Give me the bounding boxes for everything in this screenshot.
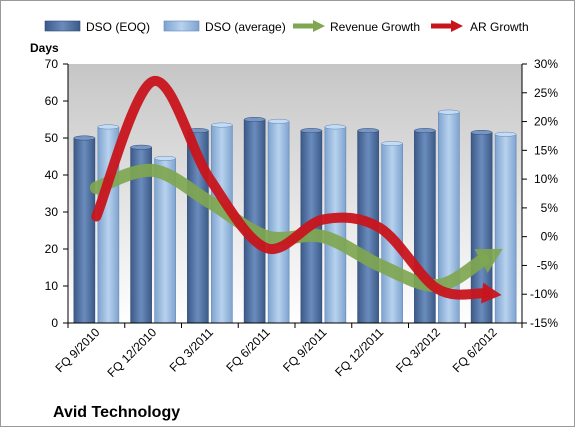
y-tick-label: 20 — [45, 242, 59, 256]
y2-tick-label: -10% — [530, 287, 558, 301]
y-tick-label: 60 — [45, 94, 59, 108]
x-tick-label: FQ 6/2011 — [223, 325, 273, 375]
y2-tick-label: 10% — [534, 172, 558, 186]
left-axis-ticks: 0 10 20 30 40 50 60 70 — [45, 57, 68, 330]
legend-label-dso-eoq: DSO (EOQ) — [86, 20, 150, 34]
legend-label-revenue-growth: Revenue Growth — [330, 20, 420, 34]
y2-tick-label: 30% — [534, 57, 558, 71]
right-axis-ticks: -15% -10% -5% 0% 5% 10% 15% 20% 25% 30% — [522, 57, 558, 330]
legend-swatch-dso-average — [163, 20, 200, 32]
x-tick-label: FQ 6/2012 — [450, 325, 500, 375]
y2-tick-label: 20% — [534, 115, 558, 129]
company-label: Avid Technology — [53, 404, 180, 421]
bar-dso-eoq-0 — [73, 135, 96, 324]
y-tick-label: 40 — [45, 168, 59, 182]
y-tick-label: 70 — [45, 57, 59, 71]
y-tick-label: 30 — [45, 205, 59, 219]
x-tick-label: FQ 9/2010 — [53, 325, 103, 375]
bars-layer — [73, 109, 517, 324]
arrowhead-ar-growth — [481, 282, 502, 304]
bar-dso-eoq-7 — [470, 130, 493, 324]
y2-tick-label: -15% — [530, 316, 558, 330]
legend: DSO (EOQ) DSO (average) Revenue Growth A… — [44, 20, 529, 34]
y-tick-label: 10 — [45, 279, 59, 293]
x-tick-label: FQ 9/2011 — [280, 325, 330, 375]
x-axis-ticks: FQ 9/2010 FQ 12/2010 FQ 3/2011 FQ 6/2011 FQ … — [53, 323, 523, 380]
y2-tick-label: 5% — [541, 201, 559, 215]
y2-tick-label: 0% — [541, 230, 559, 244]
y2-tick-label: 25% — [534, 86, 558, 100]
lines-layer — [89, 76, 503, 304]
legend-label-dso-average: DSO (average) — [205, 20, 286, 34]
x-tick-label: FQ 12/2010 — [105, 325, 160, 380]
legend-swatch-ar-growth — [431, 20, 463, 32]
y-tick-label: 0 — [51, 316, 58, 330]
legend-swatch-revenue-growth — [293, 20, 325, 32]
bar-dso-average-3 — [267, 118, 290, 324]
legend-swatch-dso-eoq — [44, 20, 81, 32]
bar-dso-average-4 — [324, 124, 347, 324]
bar-dso-average-2 — [211, 122, 233, 324]
arrowhead-revenue-growth — [474, 248, 503, 273]
x-tick-label: FQ 3/2011 — [167, 325, 217, 375]
legend-label-ar-growth: AR Growth — [470, 20, 529, 34]
x-tick-label: FQ 3/2012 — [393, 325, 443, 375]
y-axis-title: Days — [30, 41, 59, 55]
line-ar-growth — [91, 76, 502, 304]
x-tick-label: FQ 12/2011 — [332, 325, 386, 379]
y2-tick-label: -5% — [537, 258, 559, 272]
y-tick-label: 50 — [45, 131, 59, 145]
bar-dso-eoq-6 — [414, 128, 436, 324]
y2-tick-label: 15% — [534, 143, 558, 157]
